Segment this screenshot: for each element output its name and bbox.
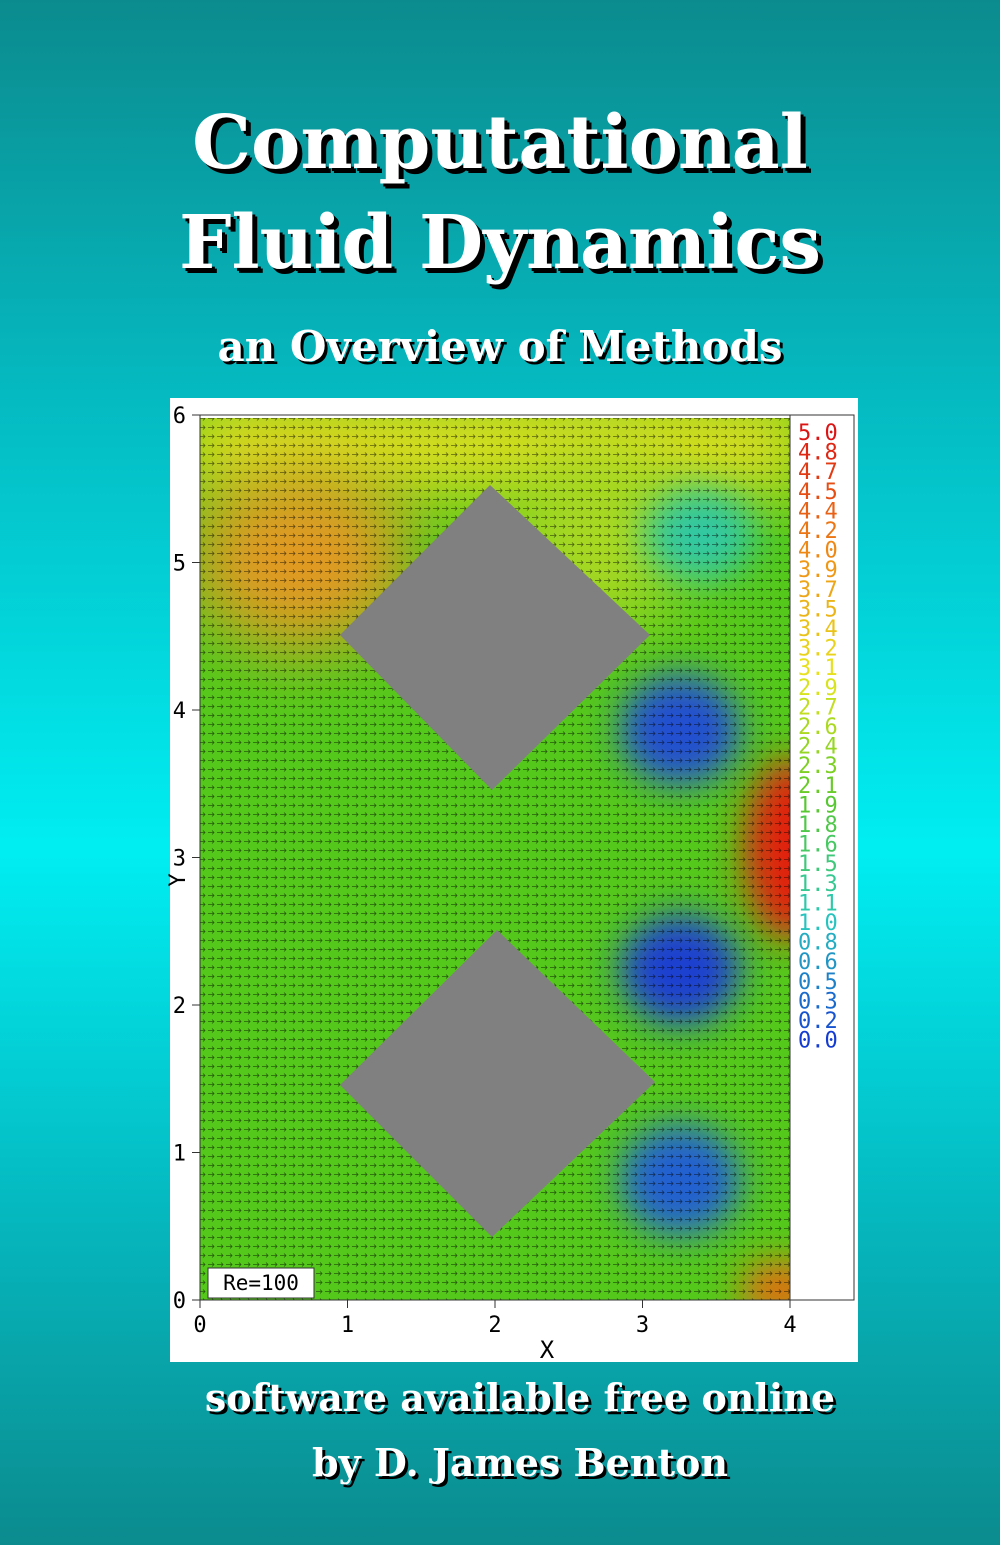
colorbar-label: 2.7 — [798, 695, 838, 720]
colorbar-label: 0.8 — [798, 931, 838, 956]
colorbar-label: 2.6 — [798, 715, 838, 740]
colorbar-label: 3.9 — [798, 558, 838, 583]
colorbar-label: 3.4 — [798, 617, 838, 642]
y-tick-label: 1 — [173, 1142, 186, 1167]
title-line: Computational — [192, 100, 808, 186]
y-tick-label: 3 — [173, 847, 186, 872]
colorbar-label: 3.5 — [798, 597, 838, 622]
colorbar-label: 0.2 — [798, 1009, 838, 1034]
x-tick-label: 2 — [488, 1313, 501, 1338]
x-tick-label: 3 — [636, 1313, 649, 1338]
colorbar-label: 1.6 — [798, 833, 838, 858]
y-tick-label: 6 — [173, 404, 186, 429]
colorbar-label: 2.1 — [798, 774, 838, 799]
colorbar-label: 0.3 — [798, 989, 838, 1014]
colorbar-label: 4.2 — [798, 519, 838, 544]
colorbar-label: 3.1 — [798, 656, 838, 681]
colorbar-label: 2.3 — [798, 754, 838, 779]
colorbar-label: 3.2 — [798, 637, 838, 662]
colorbar-label: 1.8 — [798, 813, 838, 838]
x-tick-label: 1 — [341, 1313, 354, 1338]
annotation: Re=100 — [223, 1271, 299, 1295]
colorbar-label: 4.0 — [798, 539, 838, 564]
annotation-box — [207, 1267, 315, 1299]
colorbar-label: 4.7 — [798, 460, 838, 485]
colorbar-label: 2.4 — [798, 735, 838, 760]
colorbar-label: 4.8 — [798, 441, 838, 466]
obstacle — [340, 485, 650, 790]
colorbar-label: 3.7 — [798, 578, 838, 603]
colorbar-label: 1.1 — [798, 891, 838, 916]
obstacle — [340, 930, 655, 1237]
colorbar-label: 0.5 — [798, 970, 838, 995]
colorbar-label: 1.9 — [798, 793, 838, 818]
x-label: X — [540, 1336, 555, 1364]
colorbar-label: 5.0 — [798, 421, 838, 446]
y-tick-label: 0 — [173, 1289, 186, 1314]
title-line: Fluid Dynamics — [178, 200, 822, 286]
colorbar-label: 1.0 — [798, 911, 838, 936]
subtitle: an Overview of Methods — [217, 322, 783, 371]
colorbar-label: 0.6 — [798, 950, 838, 975]
colorbar-label: 4.5 — [798, 480, 838, 505]
footer-line: software available free online — [204, 1375, 836, 1420]
colorbar-label: 2.9 — [798, 676, 838, 701]
colorbar-label: 0.0 — [798, 1029, 838, 1054]
y-tick-label: 5 — [173, 552, 186, 577]
colorbar-label: 1.5 — [798, 852, 838, 877]
y-tick-label: 4 — [173, 699, 186, 724]
y-label: Y — [166, 873, 191, 886]
y-tick-label: 2 — [173, 994, 186, 1019]
x-tick-label: 0 — [193, 1313, 206, 1338]
flow-field — [200, 418, 790, 1300]
footer-line: by D. James Benton — [312, 1440, 728, 1485]
x-tick-label: 4 — [783, 1313, 796, 1338]
colorbar-label: 4.4 — [798, 499, 838, 524]
colorbar-label: 1.3 — [798, 872, 838, 897]
